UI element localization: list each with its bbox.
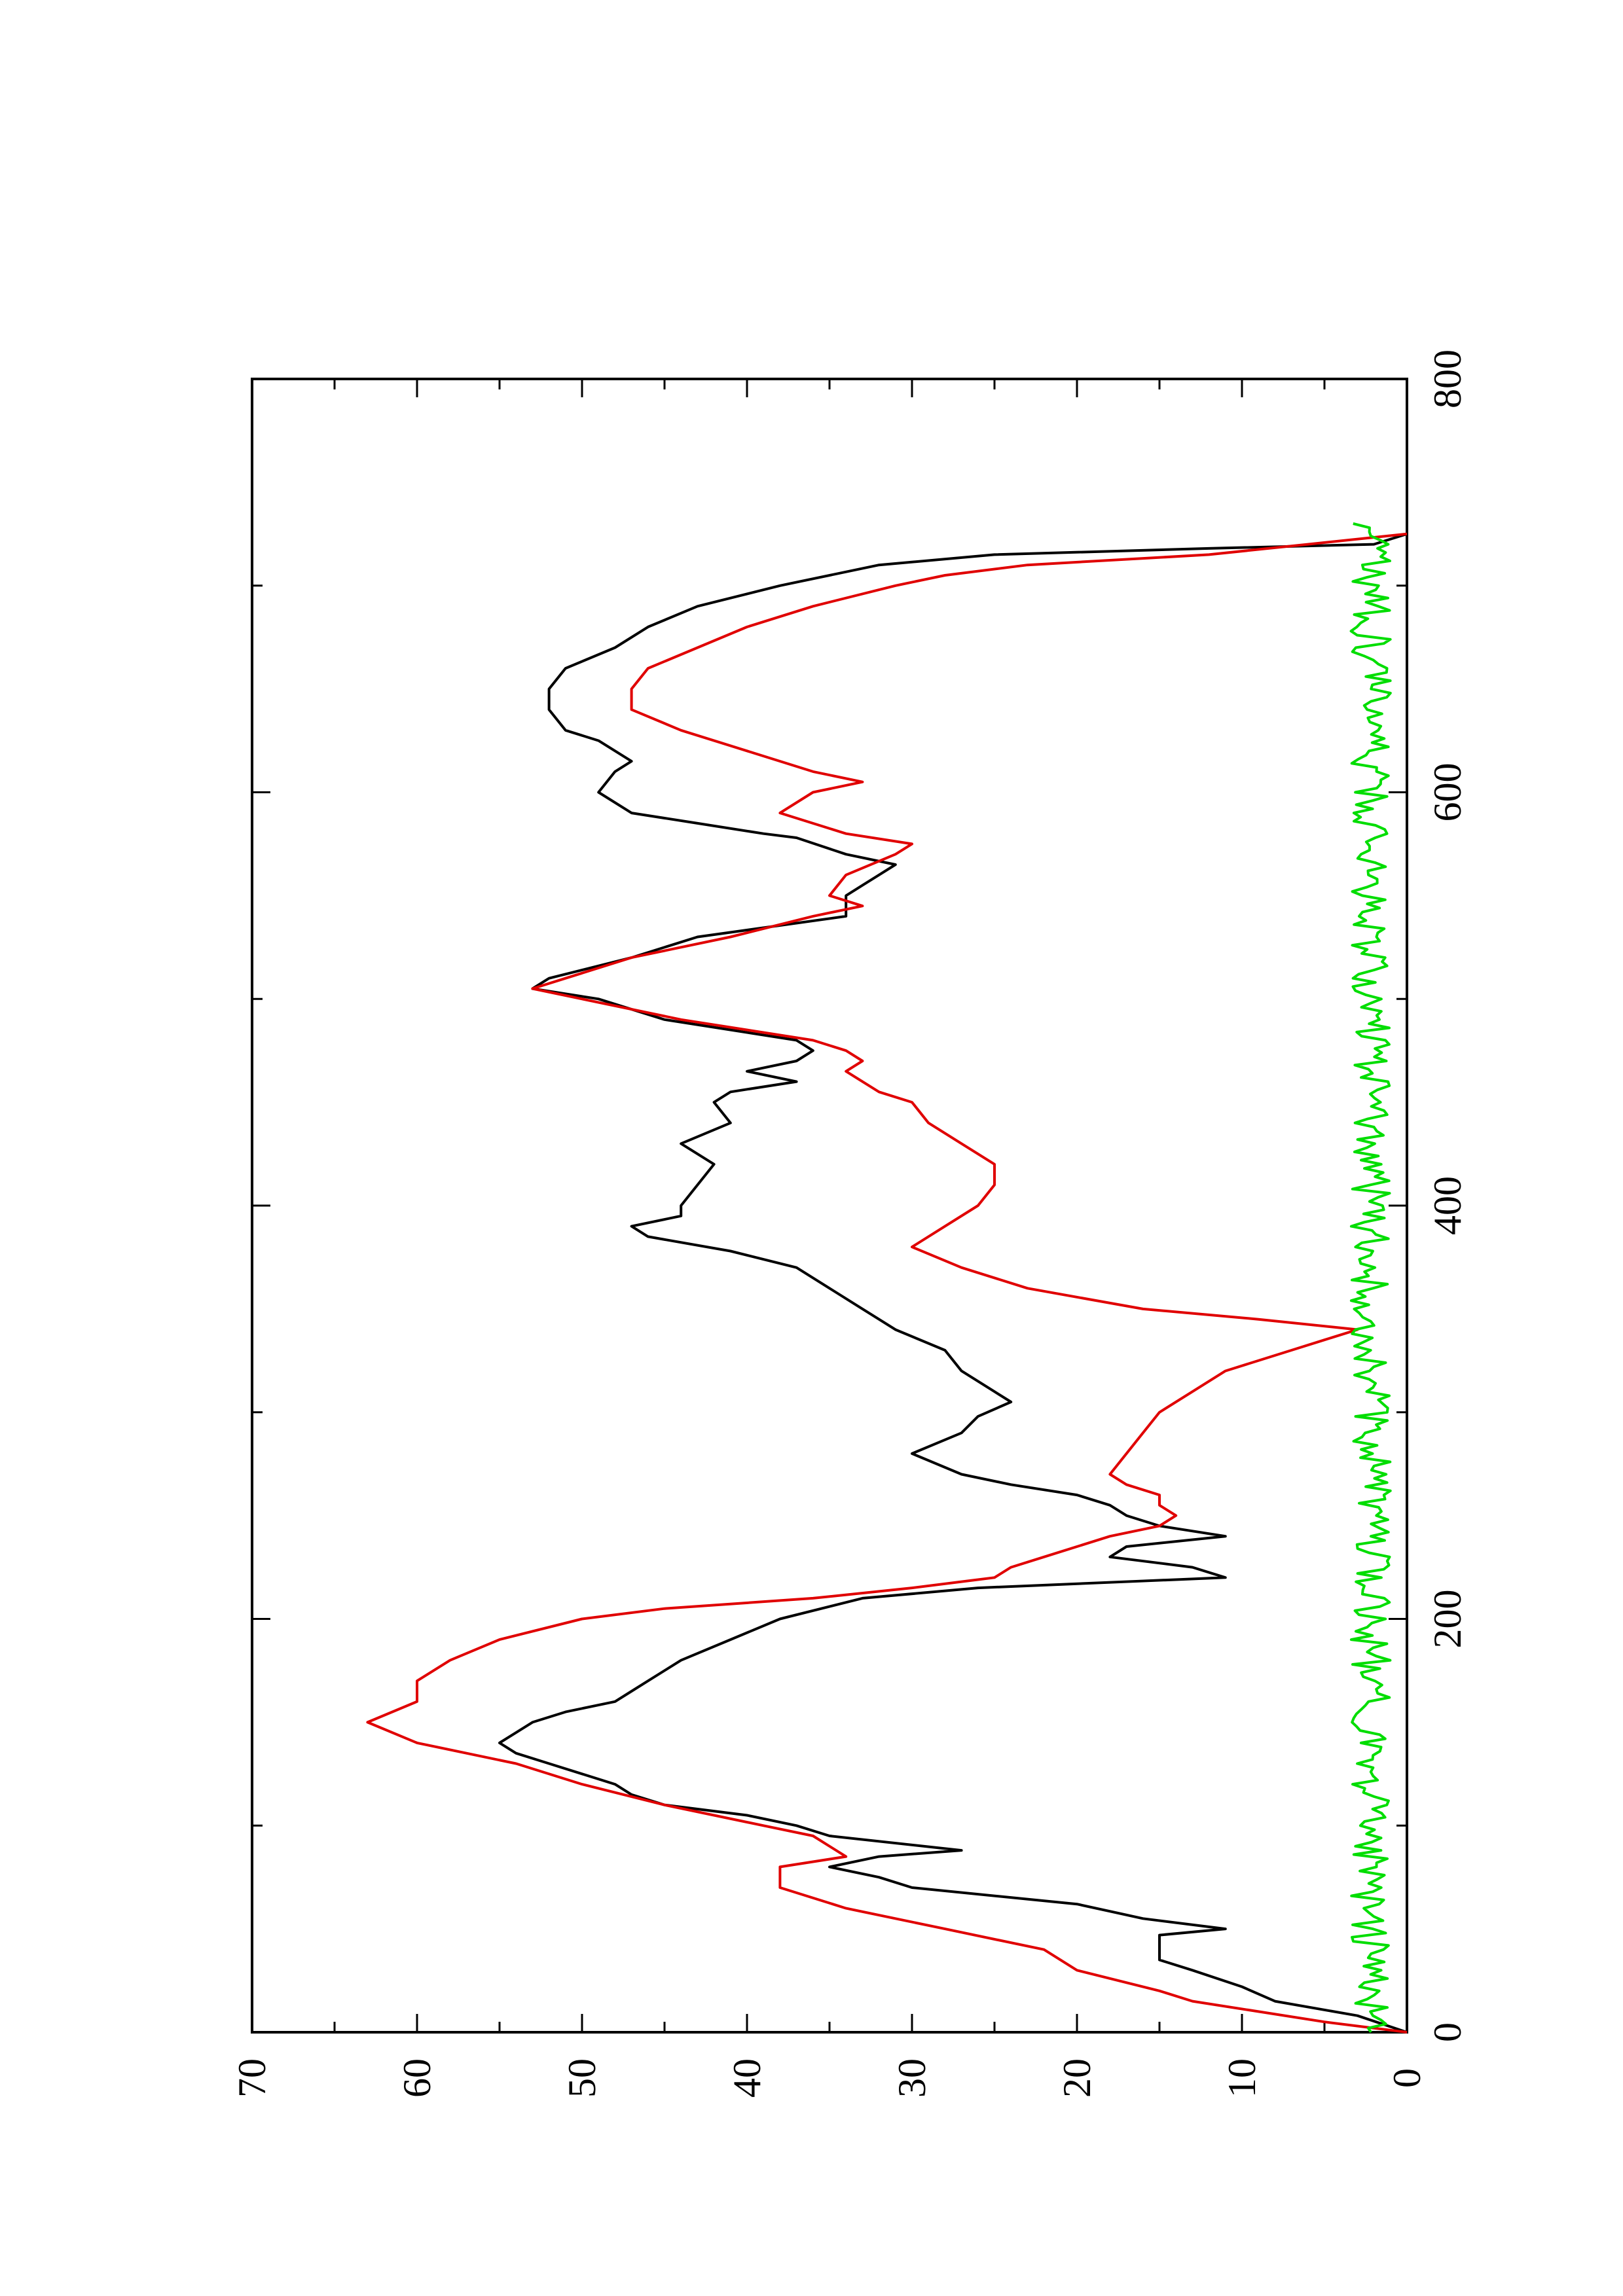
y-tick-label: 70 <box>230 2058 274 2098</box>
x-tick-label: 0 <box>1426 2022 1469 2042</box>
x-tick-label: 400 <box>1426 1176 1469 1235</box>
series-line-2 <box>366 532 1408 2034</box>
series-line-3 <box>1349 522 1392 2034</box>
series-layer <box>366 522 1408 2034</box>
y-tick-label: 10 <box>1220 2058 1264 2098</box>
axis-tick-labels: 0 200 400 600 800 0 10 20 30 40 50 60 70 <box>230 350 1469 2098</box>
x-tick-label: 200 <box>1426 1590 1469 1649</box>
y-tick-label: 20 <box>1055 2058 1099 2098</box>
series-line-1 <box>498 532 1408 2034</box>
y-tick-label: 50 <box>560 2058 604 2098</box>
x-tick-label: 800 <box>1426 350 1469 408</box>
y-tick-label: 40 <box>725 2058 769 2098</box>
y-tick-label: 30 <box>890 2058 934 2098</box>
y-tick-label: 0 <box>1385 2068 1429 2088</box>
y-tick-label: 60 <box>395 2058 439 2098</box>
x-tick-label: 600 <box>1426 763 1469 822</box>
plot-frame <box>251 378 1408 2034</box>
axis-ticks <box>251 378 1408 2034</box>
